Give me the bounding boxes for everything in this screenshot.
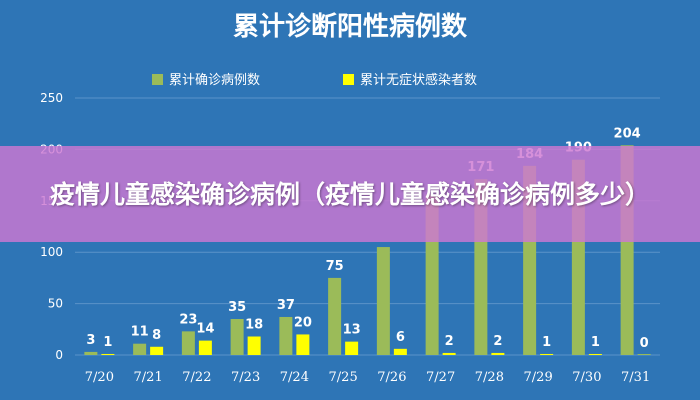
overlay-text: 疫情儿童感染确诊病例（疫情儿童感染确诊病例多少） (50, 179, 651, 209)
bar-confirmed (84, 351, 98, 355)
bar-value-label: 37 (277, 298, 295, 313)
x-tick-label: 7/21 (134, 370, 163, 385)
bar-asymptomatic (588, 353, 602, 355)
bar-asymptomatic (296, 334, 310, 355)
bar-asymptomatic (150, 346, 164, 355)
bar-confirmed (328, 277, 342, 355)
legend-label-asymptomatic: 累计无症状感染者数 (360, 72, 477, 88)
bar-value-label: 0 (640, 336, 649, 351)
y-tick-label: 50 (48, 297, 63, 311)
bar-confirmed (376, 247, 390, 355)
bar-confirmed (133, 343, 147, 355)
bar-asymptomatic (345, 341, 359, 355)
x-tick-label: 7/24 (280, 370, 309, 385)
bar-value-label: 8 (152, 328, 161, 343)
bar-value-label: 13 (343, 323, 361, 338)
y-tick-label: 100 (40, 245, 63, 259)
bar-value-label: 23 (179, 312, 197, 327)
bar-asymptomatic (637, 354, 651, 355)
legend: 累计确诊病例数 累计无症状感染者数 (152, 72, 477, 88)
bar-value-label: 11 (131, 325, 149, 340)
bar-value-label: 18 (245, 317, 263, 332)
bar-value-label: 2 (445, 334, 454, 349)
x-tick-label: 7/26 (377, 370, 406, 385)
bar-value-label: 1 (542, 335, 551, 350)
x-tick-label: 7/20 (85, 370, 114, 385)
legend-label-confirmed: 累计确诊病例数 (169, 73, 260, 88)
legend-swatch-asymptomatic (343, 74, 354, 85)
y-tick-label: 0 (55, 348, 63, 362)
bar-asymptomatic (540, 353, 554, 355)
chart-title: 累计诊断阳性病例数 (233, 11, 468, 42)
bar-value-label: 75 (326, 259, 344, 274)
x-tick-label: 7/30 (572, 370, 601, 385)
bar-value-label: 204 (614, 126, 641, 141)
bar-asymptomatic (491, 352, 505, 355)
y-tick-label: 250 (40, 91, 63, 105)
overlay-banner: 疫情儿童感染确诊病例（疫情儿童感染确诊病例多少） (0, 146, 700, 242)
bar-value-label: 20 (294, 315, 312, 330)
bar-asymptomatic (393, 348, 407, 355)
bar-value-label: 2 (493, 334, 502, 349)
x-tick-label: 7/31 (621, 370, 650, 385)
x-tick-label: 7/28 (475, 370, 504, 385)
x-tick-label: 7/27 (426, 370, 455, 385)
bar-asymptomatic (247, 336, 261, 355)
bar-value-label: 1 (591, 335, 600, 350)
legend-swatch-confirmed (152, 74, 163, 85)
bar-confirmed (230, 319, 244, 355)
bar-asymptomatic (442, 352, 456, 355)
bar-value-label: 14 (196, 322, 214, 337)
x-tick-label: 7/25 (329, 370, 358, 385)
bar-value-label: 35 (228, 300, 246, 315)
x-axis-tick-labels: 7/20 7/21 7/22 7/23 7/24 7/25 7/26 7/27 7/28 7/29… (85, 370, 650, 385)
x-tick-label: 7/22 (182, 370, 211, 385)
bar-value-label: 3 (86, 333, 95, 348)
bar-confirmed (279, 316, 293, 355)
x-tick-label: 7/29 (524, 370, 553, 385)
bar-confirmed (181, 331, 195, 355)
x-tick-label: 7/23 (231, 370, 260, 385)
bar-value-label: 6 (396, 330, 405, 345)
bar-value-label: 1 (103, 335, 112, 350)
bar-asymptomatic (101, 353, 115, 355)
bar-asymptomatic (198, 340, 212, 355)
